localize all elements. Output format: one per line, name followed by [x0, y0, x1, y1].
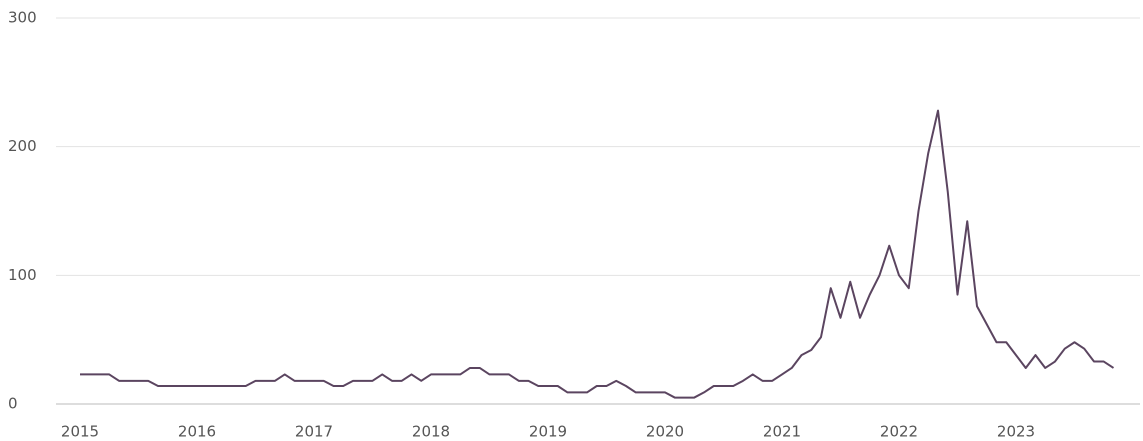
x-tick-label: 2019 [529, 423, 567, 441]
y-tick-label: 100 [8, 266, 37, 284]
y-tick-label: 300 [8, 9, 37, 27]
y-tick-label: 0 [8, 395, 18, 413]
y-tick-label: 200 [8, 137, 37, 155]
x-tick-label: 2020 [646, 423, 684, 441]
x-tick-label: 2017 [295, 423, 333, 441]
x-tick-label: 2018 [412, 423, 450, 441]
line [80, 109, 1115, 399]
x-tick-label: 2015 [61, 423, 99, 441]
x-tick-label: 2016 [178, 423, 216, 441]
x-tick-label: 2021 [763, 423, 801, 441]
x-tick-label: 2022 [880, 423, 918, 441]
x-tick-label: 2023 [997, 423, 1035, 441]
